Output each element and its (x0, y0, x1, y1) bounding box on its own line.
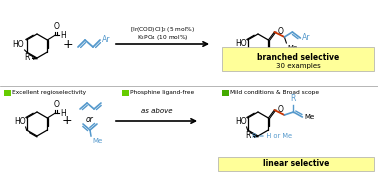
Bar (122, 90, 129, 96)
Bar (218, 157, 374, 171)
Bar (222, 47, 374, 71)
Text: branched selective: branched selective (257, 53, 339, 61)
Text: Excellent regioselectivity: Excellent regioselectivity (12, 90, 87, 95)
Text: O: O (53, 100, 59, 109)
Text: Me: Me (287, 45, 297, 51)
Text: Me: Me (304, 114, 314, 120)
Text: linear selective: linear selective (263, 160, 329, 168)
Text: +: + (62, 114, 72, 128)
Text: O: O (53, 22, 59, 31)
Text: or: or (86, 114, 94, 124)
Text: 30 examples: 30 examples (276, 63, 321, 69)
Bar (4, 90, 11, 96)
Text: Phosphine ligand-free: Phosphine ligand-free (130, 90, 195, 95)
Text: O: O (277, 105, 283, 113)
Text: R: R (25, 53, 30, 62)
Text: K$_3$PO$_4$ (10 mol%): K$_3$PO$_4$ (10 mol%) (137, 33, 188, 42)
Text: [Ir(COD)Cl]$_2$ (5 mol%): [Ir(COD)Cl]$_2$ (5 mol%) (130, 25, 195, 34)
Text: HO: HO (14, 117, 26, 126)
Text: Ar: Ar (102, 35, 110, 45)
Text: H: H (60, 109, 66, 117)
Text: Mild conditions & Broad scope: Mild conditions & Broad scope (231, 90, 320, 95)
Text: R = H or Me: R = H or Me (252, 133, 292, 139)
Bar (222, 90, 228, 96)
Text: R: R (291, 94, 296, 103)
Text: O: O (277, 26, 283, 35)
Text: R: R (246, 132, 251, 140)
Text: Ar: Ar (302, 34, 311, 42)
Text: H: H (60, 30, 66, 39)
Text: HO: HO (12, 40, 23, 49)
Text: as above: as above (141, 108, 172, 114)
Text: HO: HO (235, 39, 246, 48)
Text: Me: Me (92, 138, 102, 144)
Text: HO: HO (235, 117, 246, 126)
Text: +: + (63, 38, 73, 50)
Text: R: R (246, 53, 251, 62)
